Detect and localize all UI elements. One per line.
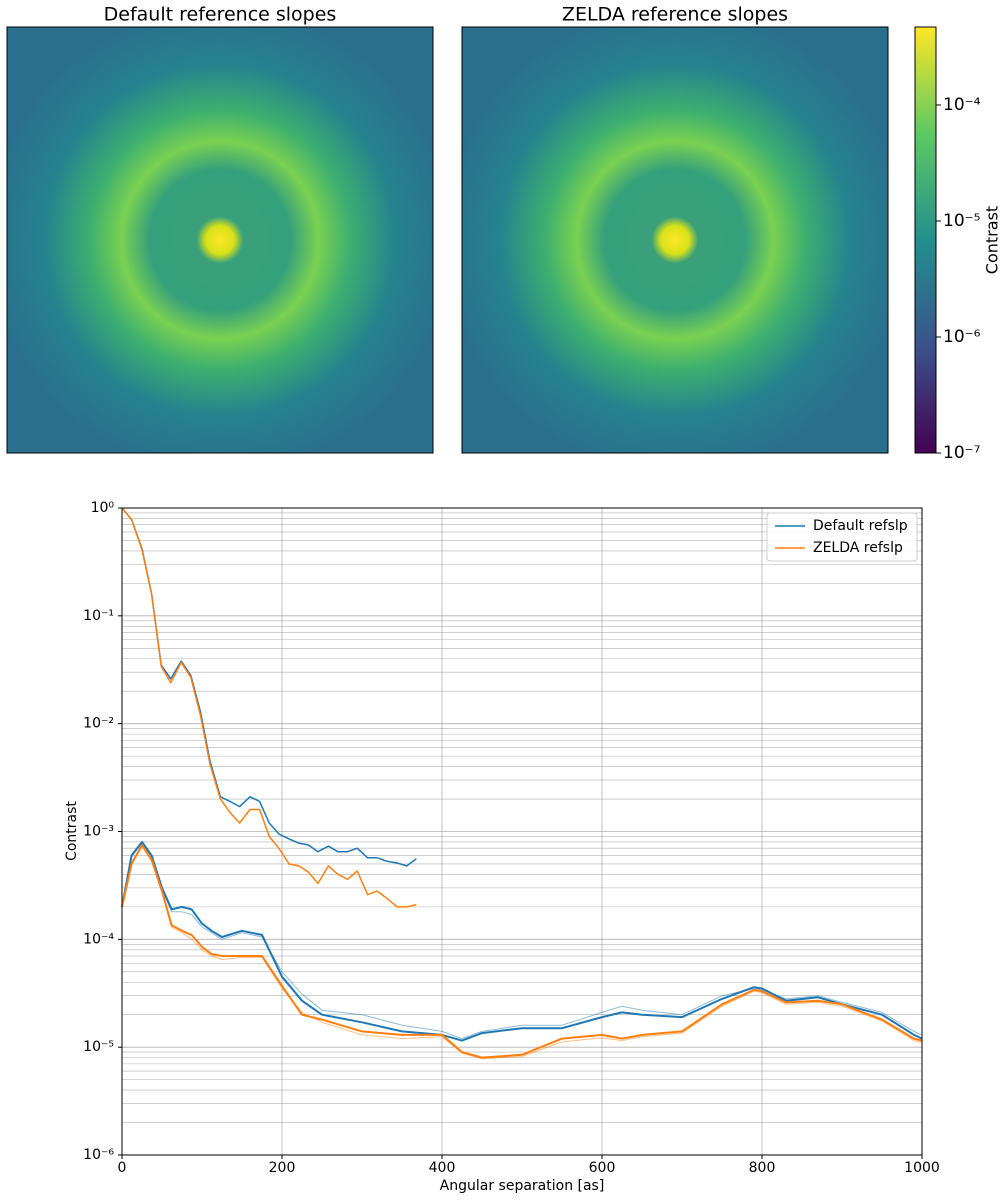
line-series: [121, 842, 923, 1040]
heatmap-image: [461, 26, 889, 454]
line-series: [121, 844, 923, 1059]
x-tick-label: 0: [118, 1160, 127, 1176]
heatmap-image: [6, 26, 434, 454]
y-tick-label: 10⁻²: [83, 716, 114, 732]
line-series: [121, 507, 417, 908]
colorbar-tick-label: 10⁻⁴: [943, 95, 981, 115]
line-series: [121, 841, 923, 1042]
colorbar-label: Contrast: [983, 206, 1002, 274]
colorbar: [914, 26, 937, 454]
y-axis-label: Contrast: [64, 801, 80, 861]
x-tick-label: 200: [269, 1160, 296, 1176]
x-axis-label: Angular separation [as]: [440, 1178, 605, 1194]
x-tick-label: 1000: [904, 1160, 940, 1176]
line-series: [121, 507, 417, 867]
legend: [766, 512, 918, 562]
y-tick-label: 10⁻³: [83, 824, 114, 840]
x-tick-label: 600: [589, 1160, 616, 1176]
x-tick-label: 800: [749, 1160, 776, 1176]
colorbar-tick-label: 10⁻⁷: [943, 443, 981, 463]
line-series: [121, 846, 923, 1060]
colorbar-tick-label: 10⁻⁵: [943, 211, 980, 231]
legend-label: ZELDA refslp: [813, 540, 903, 556]
y-tick-label: 10⁻⁵: [83, 1039, 114, 1055]
axes-frame: [121, 507, 923, 1156]
image-title: ZELDA reference slopes: [562, 4, 788, 26]
y-tick-label: 10⁻¹: [83, 608, 114, 624]
y-tick-label: 10⁻⁶: [83, 1147, 114, 1163]
x-tick-label: 400: [429, 1160, 456, 1176]
image-title: Default reference slopes: [104, 4, 337, 26]
y-tick-label: 10⁰: [91, 500, 115, 516]
y-tick-label: 10⁻⁴: [83, 931, 114, 947]
legend-label: Default refslp: [813, 518, 908, 534]
colorbar-tick-label: 10⁻⁶: [943, 327, 981, 347]
